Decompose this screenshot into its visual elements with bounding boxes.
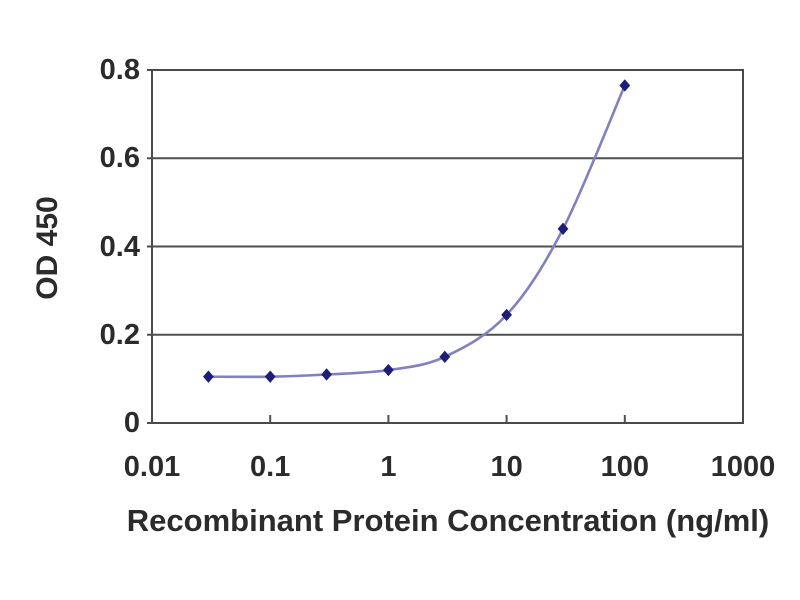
y-tick-label-0.2: 0.2 [99,318,140,351]
data-point-marker-1 [383,363,394,377]
x-axis-title: Recombinant Protein Concentration (ng/ml… [126,503,770,538]
data-point-marker-3 [439,350,451,364]
x-tick-label-0.1: 0.1 [250,451,291,483]
data-point-marker-0.1 [264,370,276,383]
data-point-marker-0.03 [202,370,214,383]
data-point-marker-0.3 [321,368,332,381]
x-tick-label-100: 100 [600,451,649,483]
x-tick-label-10: 10 [490,451,523,483]
y-tick-label-0.6: 0.6 [99,142,140,175]
y-tick-label-0.8: 0.8 [99,54,140,86]
x-tick-label-1000: 1000 [710,451,776,483]
x-tick-label-0.01: 0.01 [123,451,181,483]
data-point-marker-100 [619,79,631,92]
x-tick-label-1: 1 [380,451,397,483]
plot-border [151,69,744,424]
y-tick-label-0.4: 0.4 [99,230,140,263]
data-point-marker-10 [501,308,512,322]
y-tick-label-0: 0 [123,407,140,439]
data-point-marker-30 [557,222,569,236]
